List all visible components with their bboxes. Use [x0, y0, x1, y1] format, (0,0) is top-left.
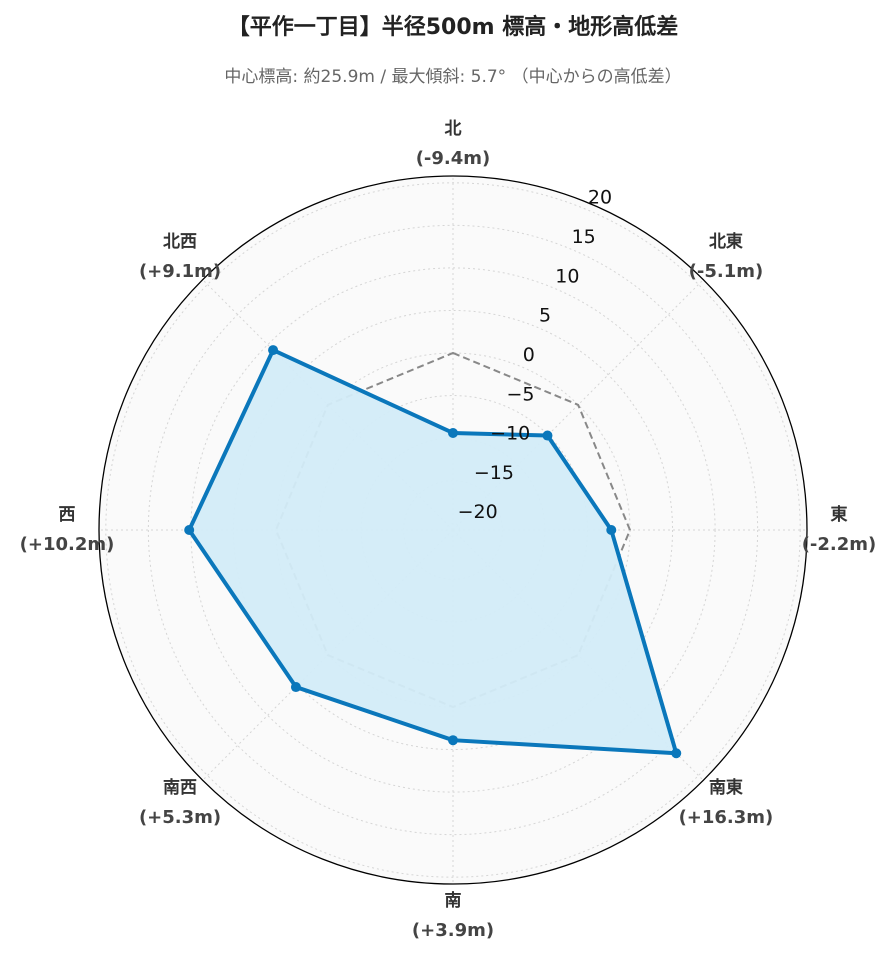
category-value-label: (+5.3m) — [139, 807, 221, 828]
data-point — [448, 735, 458, 746]
r-tick-label: 5 — [539, 305, 551, 327]
data-point — [671, 748, 682, 759]
category-label: 南西 — [163, 777, 197, 798]
grid-ring — [147, 224, 759, 836]
category-value-label: (+10.2m) — [20, 534, 115, 555]
data-point — [268, 345, 279, 356]
category-label: 東 — [831, 504, 848, 525]
data-point — [290, 682, 301, 693]
category-label: 西 — [59, 505, 76, 525]
r-tick-label: 0 — [523, 344, 535, 366]
category-label: 北西 — [163, 232, 197, 252]
r-tick-label: 10 — [555, 265, 579, 287]
category-value-label: (-5.1m) — [689, 261, 764, 282]
data-point — [184, 525, 195, 535]
r-tick-label: −10 — [490, 423, 530, 445]
data-point — [606, 525, 617, 535]
category-value-label: (+3.9m) — [412, 920, 494, 941]
category-label: 北 — [445, 119, 462, 139]
category-label: 南 — [445, 890, 462, 911]
data-point — [542, 430, 553, 441]
marks — [184, 345, 682, 759]
r-tick-label: 20 — [588, 187, 612, 209]
r-tick-label: −5 — [506, 383, 534, 405]
r-tick-label: −15 — [474, 462, 514, 484]
chart-title: 【平作一丁目】半径500m 標高・地形高低差 — [228, 14, 679, 40]
grid-ring — [105, 182, 801, 878]
category-value-label: (+16.3m) — [679, 807, 774, 828]
category-value-label: (-9.4m) — [416, 148, 491, 169]
series-area — [189, 350, 677, 754]
plot-frame — [98, 175, 808, 885]
r-tick-label: −20 — [458, 501, 498, 523]
grid-ring — [190, 267, 716, 793]
category-value-label: (-2.2m) — [802, 534, 877, 555]
category-label: 北東 — [709, 231, 743, 252]
data-point — [448, 427, 458, 438]
category-label: 南東 — [709, 777, 743, 798]
r-tick-label: 15 — [572, 226, 596, 248]
chart-subtitle: 中心標高: 約25.9m / 最大傾斜: 5.7° （中心からの高低差） — [224, 67, 681, 87]
grid-ring — [232, 309, 674, 751]
category-value-label: (+9.1m) — [139, 261, 221, 282]
